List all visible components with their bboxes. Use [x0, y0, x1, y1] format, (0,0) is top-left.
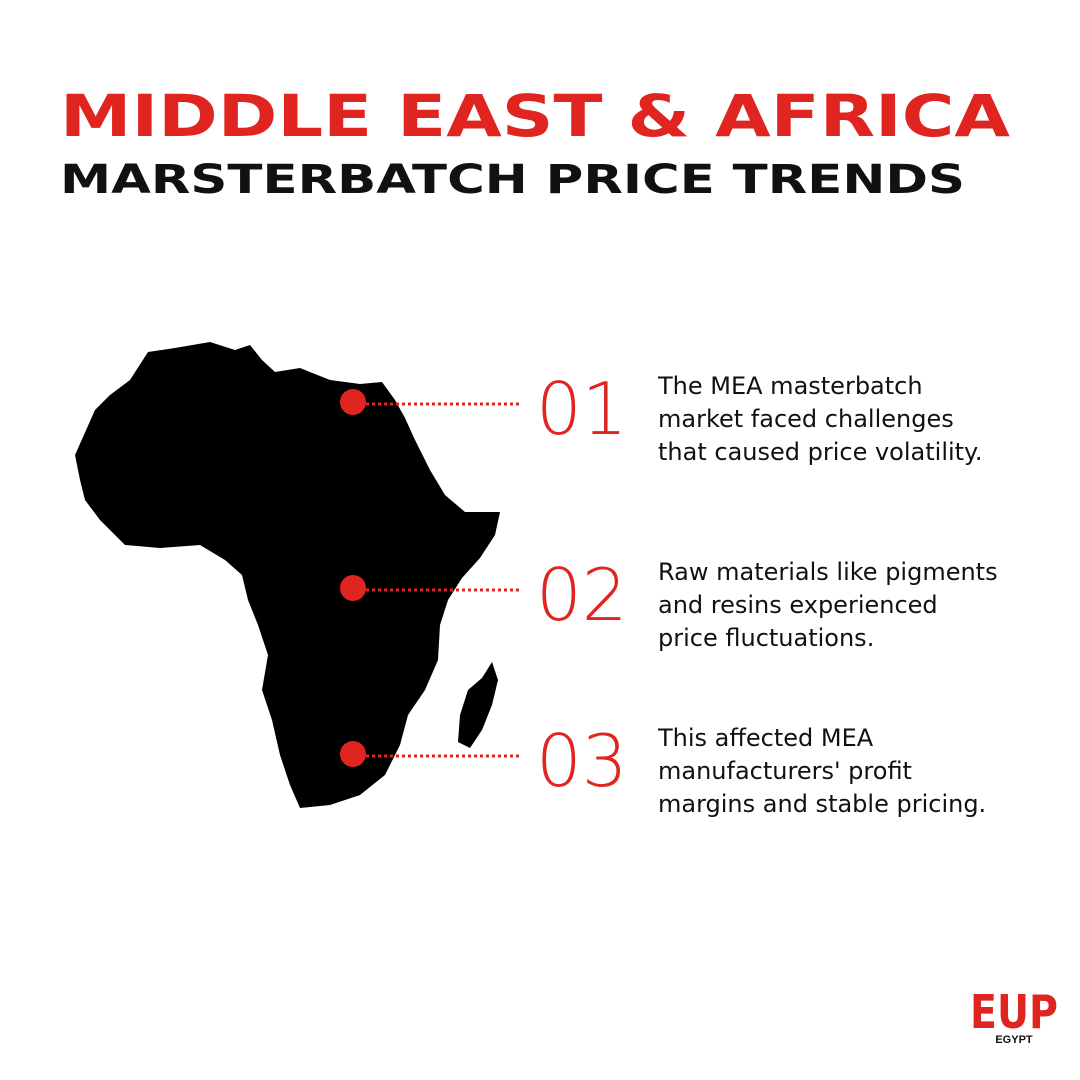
marker-dot — [340, 575, 366, 601]
item-text: manufacturers' profit — [658, 757, 912, 785]
item-text: Raw materials like pigments — [658, 558, 998, 586]
items: 01 The MEA masterbatch market faced challe… — [536, 367, 998, 818]
item-text: that caused price volatility. — [658, 438, 982, 466]
madagascar-map — [458, 662, 498, 748]
item-text: price fluctuations. — [658, 624, 874, 652]
item-text: margins and stable pricing. — [658, 790, 986, 818]
item-text: market faced challenges — [658, 405, 954, 433]
title: MIDDLE EAST & AFRICA — [60, 82, 1010, 150]
item-number: 03 — [536, 719, 628, 803]
logo-sub: EGYPT — [995, 1034, 1033, 1046]
africa-map — [75, 342, 500, 808]
item-text: The MEA masterbatch — [657, 372, 923, 400]
marker-dot — [340, 741, 366, 767]
marker-dot — [340, 389, 366, 415]
item-number: 01 — [536, 367, 628, 451]
item-text: This affected MEA — [657, 724, 874, 752]
subtitle: MARSTERBATCH PRICE TRENDS — [60, 157, 965, 203]
connectors — [360, 402, 520, 758]
item-text: and resins experienced — [658, 591, 938, 619]
logo-mark: EUP — [970, 985, 1058, 1039]
item-number: 02 — [536, 553, 628, 637]
